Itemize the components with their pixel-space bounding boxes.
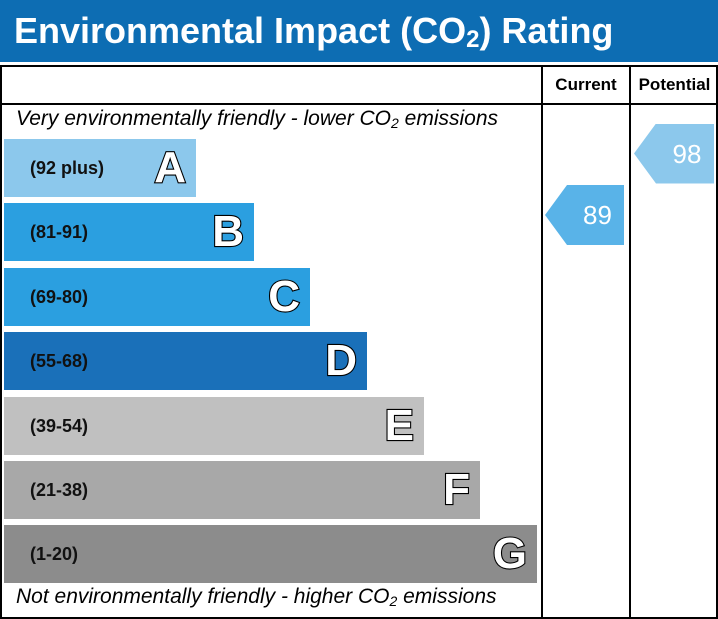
band-letter: B [211,206,245,257]
title-text-end: ) Rating [479,10,614,51]
band-g: (1-20) G [4,525,537,584]
current-rating-arrow: 89 [545,185,624,245]
bottom-caption: Not environmentally friendly - higher CO… [16,585,497,609]
top-caption: Very environmentally friendly - lower CO… [16,107,498,131]
bottom-caption-text: Not environmentally friendly - higher CO [16,585,390,608]
current-column-header: Current [555,75,617,94]
title-text: Environmental Impact (CO [14,10,467,51]
band-range-label: (1-20) [30,544,79,565]
top-caption-text: Very environmentally friendly - lower CO [16,107,392,130]
band-letter: C [267,271,301,322]
band-letter: F [442,464,471,515]
title-subscript: 2 [466,26,480,53]
top-caption-subscript: 2 [391,115,399,131]
bottom-caption-subscript: 2 [389,593,398,609]
band-range-label: (81-91) [30,222,89,243]
potential-column-header: Potential [638,75,711,94]
band-range-label: (69-80) [30,286,89,307]
band-range-label: (39-54) [30,415,89,436]
top-caption-text-end: emissions [398,107,499,130]
band-letter: E [384,399,416,450]
page-title: Environmental Impact (CO2) Rating [0,0,718,62]
band-b: (81-91) B [4,203,254,262]
header-divider [2,103,716,105]
band-f: (21-38) F [4,461,480,519]
band-range-label: (55-68) [30,351,89,372]
column-divider-potential [629,67,631,617]
bottom-caption-text-end: emissions [397,585,497,608]
band-range-label: (21-38) [30,480,89,500]
band-e: (39-54) E [4,396,424,455]
band-a: (92 plus) A [4,139,196,197]
band-letter: D [324,335,358,386]
potential-rating-arrow: 98 [634,123,714,184]
rating-chart: Current Potential Very environmentally f… [0,65,718,619]
column-divider-current [541,67,543,617]
band-range-label: (92 plus) [30,158,105,178]
band-letter: G [492,528,528,579]
band-d: (55-68) D [4,332,367,391]
band-letter: A [153,142,187,193]
band-c: (69-80) C [4,267,310,326]
